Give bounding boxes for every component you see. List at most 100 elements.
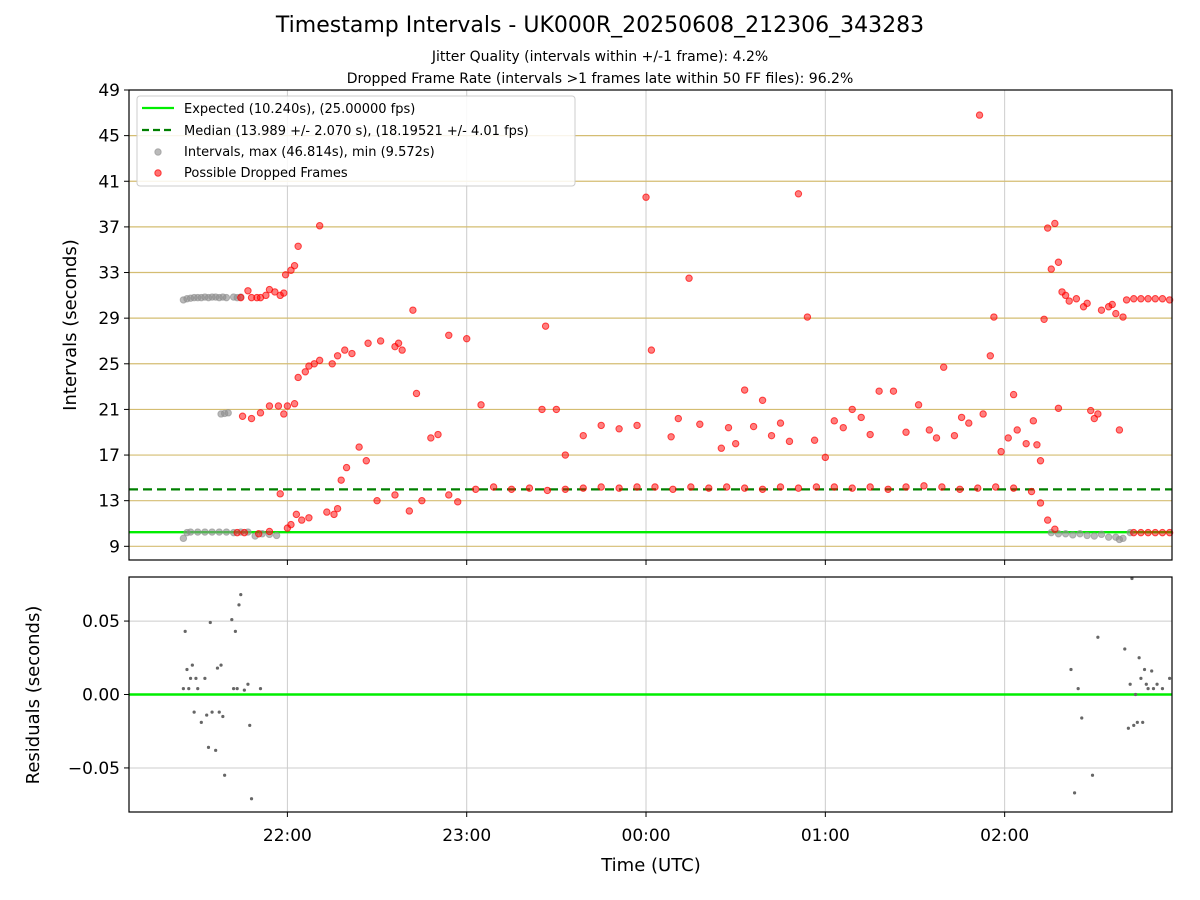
residuals-y-tick-label: 0.00 <box>82 686 120 706</box>
dropped-frame-point <box>454 498 462 506</box>
dropped-frame-point <box>434 430 442 439</box>
dropped-frame-point <box>717 444 726 452</box>
interval-point <box>1097 530 1106 539</box>
time-x-tick-label: 01:00 <box>801 826 850 846</box>
dropped-frame-point <box>463 334 471 343</box>
residual-point <box>223 773 227 777</box>
dropped-frame-point <box>398 346 406 354</box>
dropped-frame-point <box>749 422 758 431</box>
interval-point <box>1076 530 1084 538</box>
dropped-frame-point <box>758 396 767 404</box>
residual-point <box>1069 667 1073 672</box>
time-x-tick-label: 00:00 <box>622 826 671 846</box>
dropped-frame-point <box>1083 299 1091 308</box>
residual-point <box>221 714 225 719</box>
dropped-frame-point <box>633 483 641 491</box>
residual-point <box>188 676 193 680</box>
residual-point <box>1135 720 1139 725</box>
legend-median-label: Median (13.989 +/- 2.070 s), (18.19521 +… <box>184 124 529 139</box>
interval-point <box>1119 534 1127 543</box>
dropped-frame-point <box>1061 291 1070 300</box>
dropped-frame-point <box>651 483 659 491</box>
dropped-frame-point <box>1022 439 1030 448</box>
dropped-frame-point <box>902 428 910 436</box>
residual-point <box>1142 667 1147 672</box>
dropped-frame-point <box>902 483 910 491</box>
dropped-frame-point <box>794 484 803 492</box>
dropped-frame-point <box>328 360 336 368</box>
dropped-frame-point <box>810 436 819 444</box>
residual-point <box>1155 682 1159 686</box>
dropped-frame-point <box>932 434 941 442</box>
dropped-frame-point <box>1119 313 1127 321</box>
legend-box <box>136 95 576 187</box>
time-x-tick-label: 23:00 <box>442 826 491 846</box>
residual-point <box>215 666 220 670</box>
residual-point <box>206 745 211 749</box>
dropped-frame-point <box>1158 295 1167 303</box>
interval-point <box>208 528 216 536</box>
interval-point <box>272 531 281 540</box>
residual-point <box>258 687 263 691</box>
dropped-frame-point <box>938 483 946 491</box>
dropped-frame-point <box>776 483 785 491</box>
intervals-plot-frame <box>128 89 1173 561</box>
dropped-frame-point <box>330 510 338 519</box>
dropped-frame-point <box>920 482 928 490</box>
dropped-frame-point <box>696 420 704 428</box>
dropped-frame-point <box>298 516 306 524</box>
residual-point <box>242 688 246 692</box>
dropped-frame-point <box>1144 528 1152 537</box>
dropped-frame-point <box>333 352 342 360</box>
dropped-frame-point <box>294 373 302 382</box>
dropped-frame-point <box>821 453 830 462</box>
dropped-frame-point <box>1004 434 1012 442</box>
dropped-frame-point <box>1165 296 1174 304</box>
dropped-frame-point <box>265 527 274 536</box>
dropped-frame-point <box>394 339 403 347</box>
intervals-y-tick-label: 9 <box>109 537 120 557</box>
dropped-frame-point <box>292 510 301 519</box>
dropped-frame-point <box>956 485 964 493</box>
dropped-frame-point <box>839 423 847 432</box>
dropped-frame-point <box>866 483 874 491</box>
dropped-frame-point <box>579 431 587 440</box>
intervals-y-tick-label: 13 <box>98 492 120 512</box>
dropped-frame-point <box>310 360 318 368</box>
dropped-frame-point <box>1054 404 1063 412</box>
intervals-y-tick-label: 49 <box>98 81 120 101</box>
intervals-panel: 9 13 17 21 25 29 33 37 41 45 49 Intervals (seconds… <box>60 81 1174 565</box>
dropped-frame-point <box>889 387 898 395</box>
residuals-y-tick-label: 0.05 <box>82 612 120 632</box>
dropped-frame-point <box>256 409 265 417</box>
dropped-frame-point <box>1040 315 1048 323</box>
dropped-frame-point <box>1033 441 1041 449</box>
dropped-frame-point <box>265 402 274 410</box>
dropped-frame-point <box>642 193 650 201</box>
dropped-frame-point <box>914 401 923 409</box>
dropped-frame-point <box>280 289 288 297</box>
dropped-frame-point <box>1043 516 1052 524</box>
dropped-frame-point <box>705 484 713 492</box>
dropped-frame-point <box>723 483 731 491</box>
residual-point <box>1141 720 1145 725</box>
intervals-y-tick-label: 33 <box>98 264 120 284</box>
time-x-tick-label: 02:00 <box>980 826 1029 846</box>
dropped-frame-point <box>1115 426 1124 434</box>
intervals-y-tick-label: 17 <box>98 446 120 466</box>
interval-point <box>1090 532 1099 540</box>
dropped-frame-point <box>667 433 675 441</box>
interval-point <box>1061 530 1070 538</box>
residual-point <box>1126 726 1130 730</box>
dropped-frame-point <box>337 476 345 484</box>
residual-point <box>233 629 237 633</box>
chart-title: Timestamp Intervals - UK000R_20250608_21… <box>275 13 925 38</box>
dropped-frame-point <box>767 431 776 440</box>
dropped-frame-point <box>341 346 349 354</box>
dropped-frame-point <box>633 421 641 430</box>
residual-point <box>239 593 243 597</box>
dropped-frame-point <box>866 430 874 439</box>
intervals-y-tick-label: 21 <box>98 400 120 420</box>
dropped-frame-point <box>597 421 605 430</box>
